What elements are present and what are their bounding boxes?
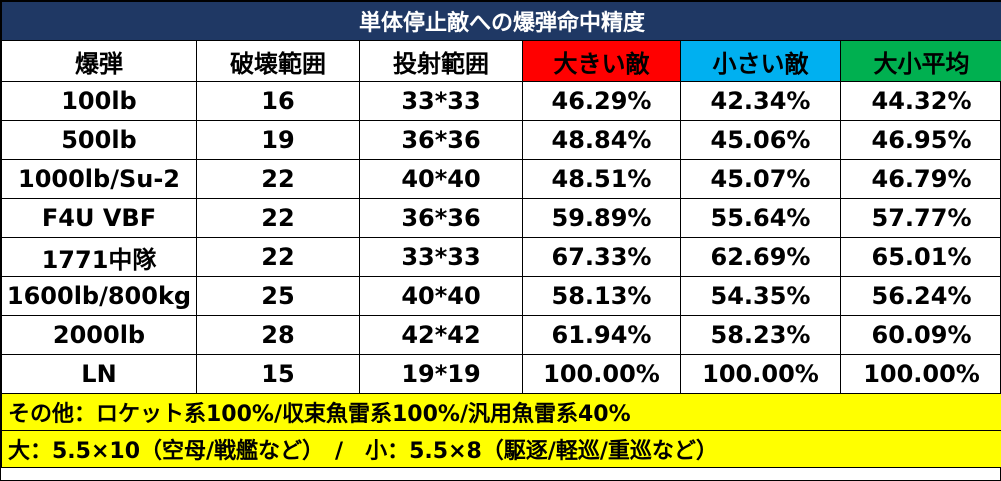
table-row: LN 15 19*19 100.00% 100.00% 100.00% — [1, 354, 1001, 394]
small-enemy-cell: 45.07% — [680, 159, 841, 199]
drop-range-cell: 36*36 — [359, 198, 523, 238]
large-enemy-cell: 58.13% — [522, 276, 681, 316]
bomb-name-cell: 2000lb — [1, 315, 197, 355]
note-row: その他：ロケット系100%/収束魚雷系100%/汎用魚雷系40% — [0, 393, 1001, 431]
bomb-name-cell: 500lb — [1, 120, 197, 160]
table-row: 100lb 16 33*33 46.29% 42.34% 44.32% — [1, 81, 1001, 121]
large-enemy-cell: 46.29% — [522, 81, 681, 121]
destroy-range-cell: 25 — [196, 276, 360, 316]
table-row: 2000lb 28 42*42 61.94% 58.23% 60.09% — [1, 315, 1001, 355]
table-row: F4U VBF 22 36*36 59.89% 55.64% 57.77% — [1, 198, 1001, 238]
header-bomb: 爆弾 — [1, 40, 197, 82]
drop-range-cell: 33*33 — [359, 81, 523, 121]
note-other-weapons: その他：ロケット系100%/収束魚雷系100%/汎用魚雷系40% — [0, 393, 1001, 431]
small-enemy-cell: 100.00% — [680, 354, 841, 394]
average-cell: 60.09% — [839, 315, 1001, 355]
small-enemy-cell: 55.64% — [680, 198, 841, 238]
destroy-range-cell: 22 — [196, 198, 360, 238]
large-enemy-cell: 48.84% — [522, 120, 681, 160]
large-enemy-cell: 61.94% — [522, 315, 681, 355]
note-target-sizes: 大：5.5×10（空母/戦艦など） / 小：5.5×8（駆逐/軽巡/重巡など） — [0, 430, 1001, 468]
small-enemy-cell: 62.69% — [680, 237, 841, 277]
average-cell: 44.32% — [839, 81, 1001, 121]
average-cell: 46.95% — [839, 120, 1001, 160]
bomb-name-cell: 100lb — [1, 81, 197, 121]
large-enemy-cell: 48.51% — [522, 159, 681, 199]
drop-range-cell: 33*33 — [359, 237, 523, 277]
bomb-name-cell: 1600lb/800kg — [1, 276, 197, 316]
header-large-enemy: 大きい敵 — [522, 40, 681, 82]
destroy-range-cell: 16 — [196, 81, 360, 121]
header-small-enemy: 小さい敵 — [680, 40, 841, 82]
note-row: 大：5.5×10（空母/戦艦など） / 小：5.5×8（駆逐/軽巡/重巡など） — [0, 430, 1001, 468]
destroy-range-cell: 28 — [196, 315, 360, 355]
drop-range-cell: 36*36 — [359, 120, 523, 160]
average-cell: 65.01% — [839, 237, 1001, 277]
header-destroy-range: 破壊範囲 — [196, 40, 360, 82]
destroy-range-cell: 22 — [196, 237, 360, 277]
small-enemy-cell: 42.34% — [680, 81, 841, 121]
average-cell: 57.77% — [839, 198, 1001, 238]
bomb-name-cell: 1771中隊 — [1, 237, 197, 277]
destroy-range-cell: 22 — [196, 159, 360, 199]
bomb-name-cell: LN — [1, 354, 197, 394]
header-drop-range: 投射範囲 — [359, 40, 523, 82]
average-cell: 46.79% — [839, 159, 1001, 199]
table-title: 単体停止敵への爆弾命中精度 — [0, 1, 1001, 41]
table-row: 1771中隊 22 33*33 67.33% 62.69% 65.01% — [1, 237, 1001, 277]
bomb-name-cell: 1000lb/Su-2 — [1, 159, 197, 199]
average-cell: 100.00% — [839, 354, 1001, 394]
table-row: 1000lb/Su-2 22 40*40 48.51% 45.07% 46.79% — [1, 159, 1001, 199]
drop-range-cell: 40*40 — [359, 276, 523, 316]
header-average: 大小平均 — [839, 40, 1001, 82]
title-row: 単体停止敵への爆弾命中精度 — [0, 1, 1001, 41]
small-enemy-cell: 54.35% — [680, 276, 841, 316]
destroy-range-cell: 19 — [196, 120, 360, 160]
small-enemy-cell: 45.06% — [680, 120, 841, 160]
drop-range-cell: 40*40 — [359, 159, 523, 199]
drop-range-cell: 19*19 — [359, 354, 523, 394]
destroy-range-cell: 15 — [196, 354, 360, 394]
bomb-name-cell: F4U VBF — [1, 198, 197, 238]
large-enemy-cell: 100.00% — [522, 354, 681, 394]
large-enemy-cell: 67.33% — [522, 237, 681, 277]
header-row: 爆弾 破壊範囲 投射範囲 大きい敵 小さい敵 大小平均 — [1, 40, 1001, 82]
table-row: 1600lb/800kg 25 40*40 58.13% 54.35% 56.24% — [1, 276, 1001, 316]
table-row: 500lb 19 36*36 48.84% 45.06% 46.95% — [1, 120, 1001, 160]
average-cell: 56.24% — [839, 276, 1001, 316]
large-enemy-cell: 59.89% — [522, 198, 681, 238]
drop-range-cell: 42*42 — [359, 315, 523, 355]
bomb-accuracy-table: 単体停止敵への爆弾命中精度 爆弾 破壊範囲 投射範囲 大きい敵 小さい敵 大小平均 100… — [0, 1, 1001, 468]
small-enemy-cell: 58.23% — [680, 315, 841, 355]
